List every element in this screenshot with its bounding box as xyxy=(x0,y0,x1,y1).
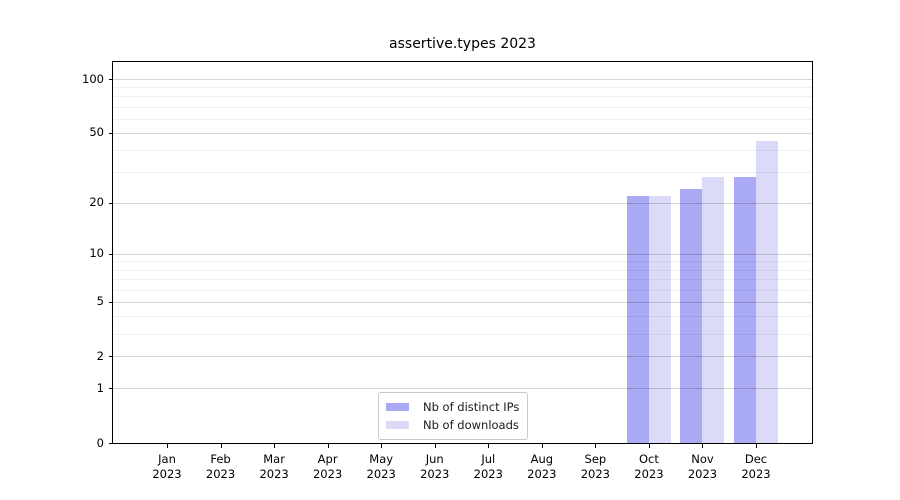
x-tick-mark-aug xyxy=(541,444,543,448)
legend-entry-distinct-ips: Nb of distinct IPs xyxy=(386,398,519,416)
y-tick-mark-20 xyxy=(109,202,113,204)
y-tick-mark-0 xyxy=(109,443,113,444)
bar-downloads-dec xyxy=(756,141,778,443)
y-tick-mark-10 xyxy=(109,253,113,255)
y-tick-mark-100 xyxy=(109,79,113,80)
x-tick-label-mar: Mar 2023 xyxy=(244,452,304,482)
x-tick-label-jan: Jan 2023 xyxy=(137,452,197,482)
x-tick-year-oct: 2023 xyxy=(634,467,664,481)
gridline-minor-80 xyxy=(113,96,812,98)
gridline-major-20 xyxy=(113,202,812,204)
chart-title: assertive.types 2023 xyxy=(389,36,536,52)
gridline-minor-9 xyxy=(113,261,812,263)
x-tick-year-jun: 2023 xyxy=(420,467,450,481)
y-tick-label-100: 100 xyxy=(82,71,104,86)
y-tick-mark-5 xyxy=(109,301,113,303)
y-tick-label-1: 1 xyxy=(96,380,104,395)
bar-distinct-ips-oct xyxy=(626,195,649,443)
gridline-minor-6 xyxy=(113,289,812,291)
gridline-minor-4 xyxy=(113,316,812,318)
x-tick-mark-apr xyxy=(327,444,329,448)
y-tick-mark-1 xyxy=(109,388,113,390)
gridline-minor-90 xyxy=(113,87,812,89)
y-tick-label-5: 5 xyxy=(96,294,104,309)
x-tick-label-nov: Nov 2023 xyxy=(672,452,732,482)
x-tick-year-mar: 2023 xyxy=(259,467,289,481)
gridline-minor-7 xyxy=(113,278,812,280)
legend: Nb of distinct IPs Nb of downloads xyxy=(378,392,529,440)
x-tick-mark-oct xyxy=(648,444,650,448)
legend-swatch-downloads xyxy=(386,421,409,429)
x-tick-label-dec: Dec 2023 xyxy=(726,452,786,482)
gridline-major-10 xyxy=(113,253,812,255)
bar-downloads-oct xyxy=(648,195,671,443)
x-tick-year-aug: 2023 xyxy=(527,467,557,481)
y-tick-mark-50 xyxy=(109,132,113,134)
x-tick-year-nov: 2023 xyxy=(687,467,718,481)
legend-swatch-distinct-ips xyxy=(386,403,409,411)
gridline-major-100 xyxy=(113,79,812,80)
x-tick-year-jul: 2023 xyxy=(473,467,503,481)
gridline-major-5 xyxy=(113,301,812,303)
x-tick-year-dec: 2023 xyxy=(741,467,771,481)
legend-entry-downloads: Nb of downloads xyxy=(386,416,519,434)
x-tick-mark-may xyxy=(381,444,383,448)
gridline-major-2 xyxy=(113,356,812,358)
gridline-minor-60 xyxy=(113,118,812,120)
x-tick-label-may: May 2023 xyxy=(351,452,411,482)
gridline-major-1 xyxy=(113,388,812,390)
gridline-minor-40 xyxy=(113,150,812,152)
y-tick-label-10: 10 xyxy=(89,246,104,261)
x-tick-year-may: 2023 xyxy=(366,467,396,481)
bar-distinct-ips-nov xyxy=(680,189,703,443)
y-tick-label-2: 2 xyxy=(96,348,104,363)
x-tick-mark-mar xyxy=(274,444,276,448)
gridline-minor-70 xyxy=(113,106,812,108)
legend-label-distinct-ips: Nb of distinct IPs xyxy=(423,400,520,414)
x-tick-mark-jul xyxy=(488,444,490,448)
x-tick-mark-nov xyxy=(702,444,704,448)
x-tick-mark-jan xyxy=(167,444,168,448)
x-tick-mark-feb xyxy=(220,444,222,448)
x-tick-mark-jun xyxy=(434,444,436,448)
x-tick-label-oct: Oct 2023 xyxy=(619,452,679,482)
x-tick-label-jul: Jul 2023 xyxy=(458,452,518,482)
x-tick-label-apr: Apr 2023 xyxy=(298,452,358,482)
y-tick-label-0: 0 xyxy=(96,435,104,450)
x-tick-year-jan: 2023 xyxy=(152,467,182,481)
x-tick-label-aug: Aug 2023 xyxy=(512,452,572,482)
bar-downloads-nov xyxy=(702,177,725,443)
gridline-minor-3 xyxy=(113,333,812,335)
x-tick-mark-sep xyxy=(595,444,597,448)
y-tick-mark-2 xyxy=(109,356,113,358)
x-tick-year-sep: 2023 xyxy=(580,467,610,481)
x-tick-label-feb: Feb 2023 xyxy=(191,452,251,482)
x-tick-mark-dec xyxy=(756,444,757,448)
gridline-minor-30 xyxy=(113,172,812,174)
x-tick-label-sep: Sep 2023 xyxy=(565,452,625,482)
y-tick-label-20: 20 xyxy=(89,195,104,210)
plot-area xyxy=(112,61,813,444)
y-tick-label-50: 50 xyxy=(89,125,104,140)
x-tick-year-apr: 2023 xyxy=(312,467,343,481)
bar-distinct-ips-dec xyxy=(734,177,756,443)
legend-label-downloads: Nb of downloads xyxy=(423,418,519,432)
x-tick-year-feb: 2023 xyxy=(205,467,236,481)
gridline-minor-8 xyxy=(113,269,812,271)
x-tick-label-jun: Jun 2023 xyxy=(405,452,465,482)
gridline-major-50 xyxy=(113,132,812,134)
